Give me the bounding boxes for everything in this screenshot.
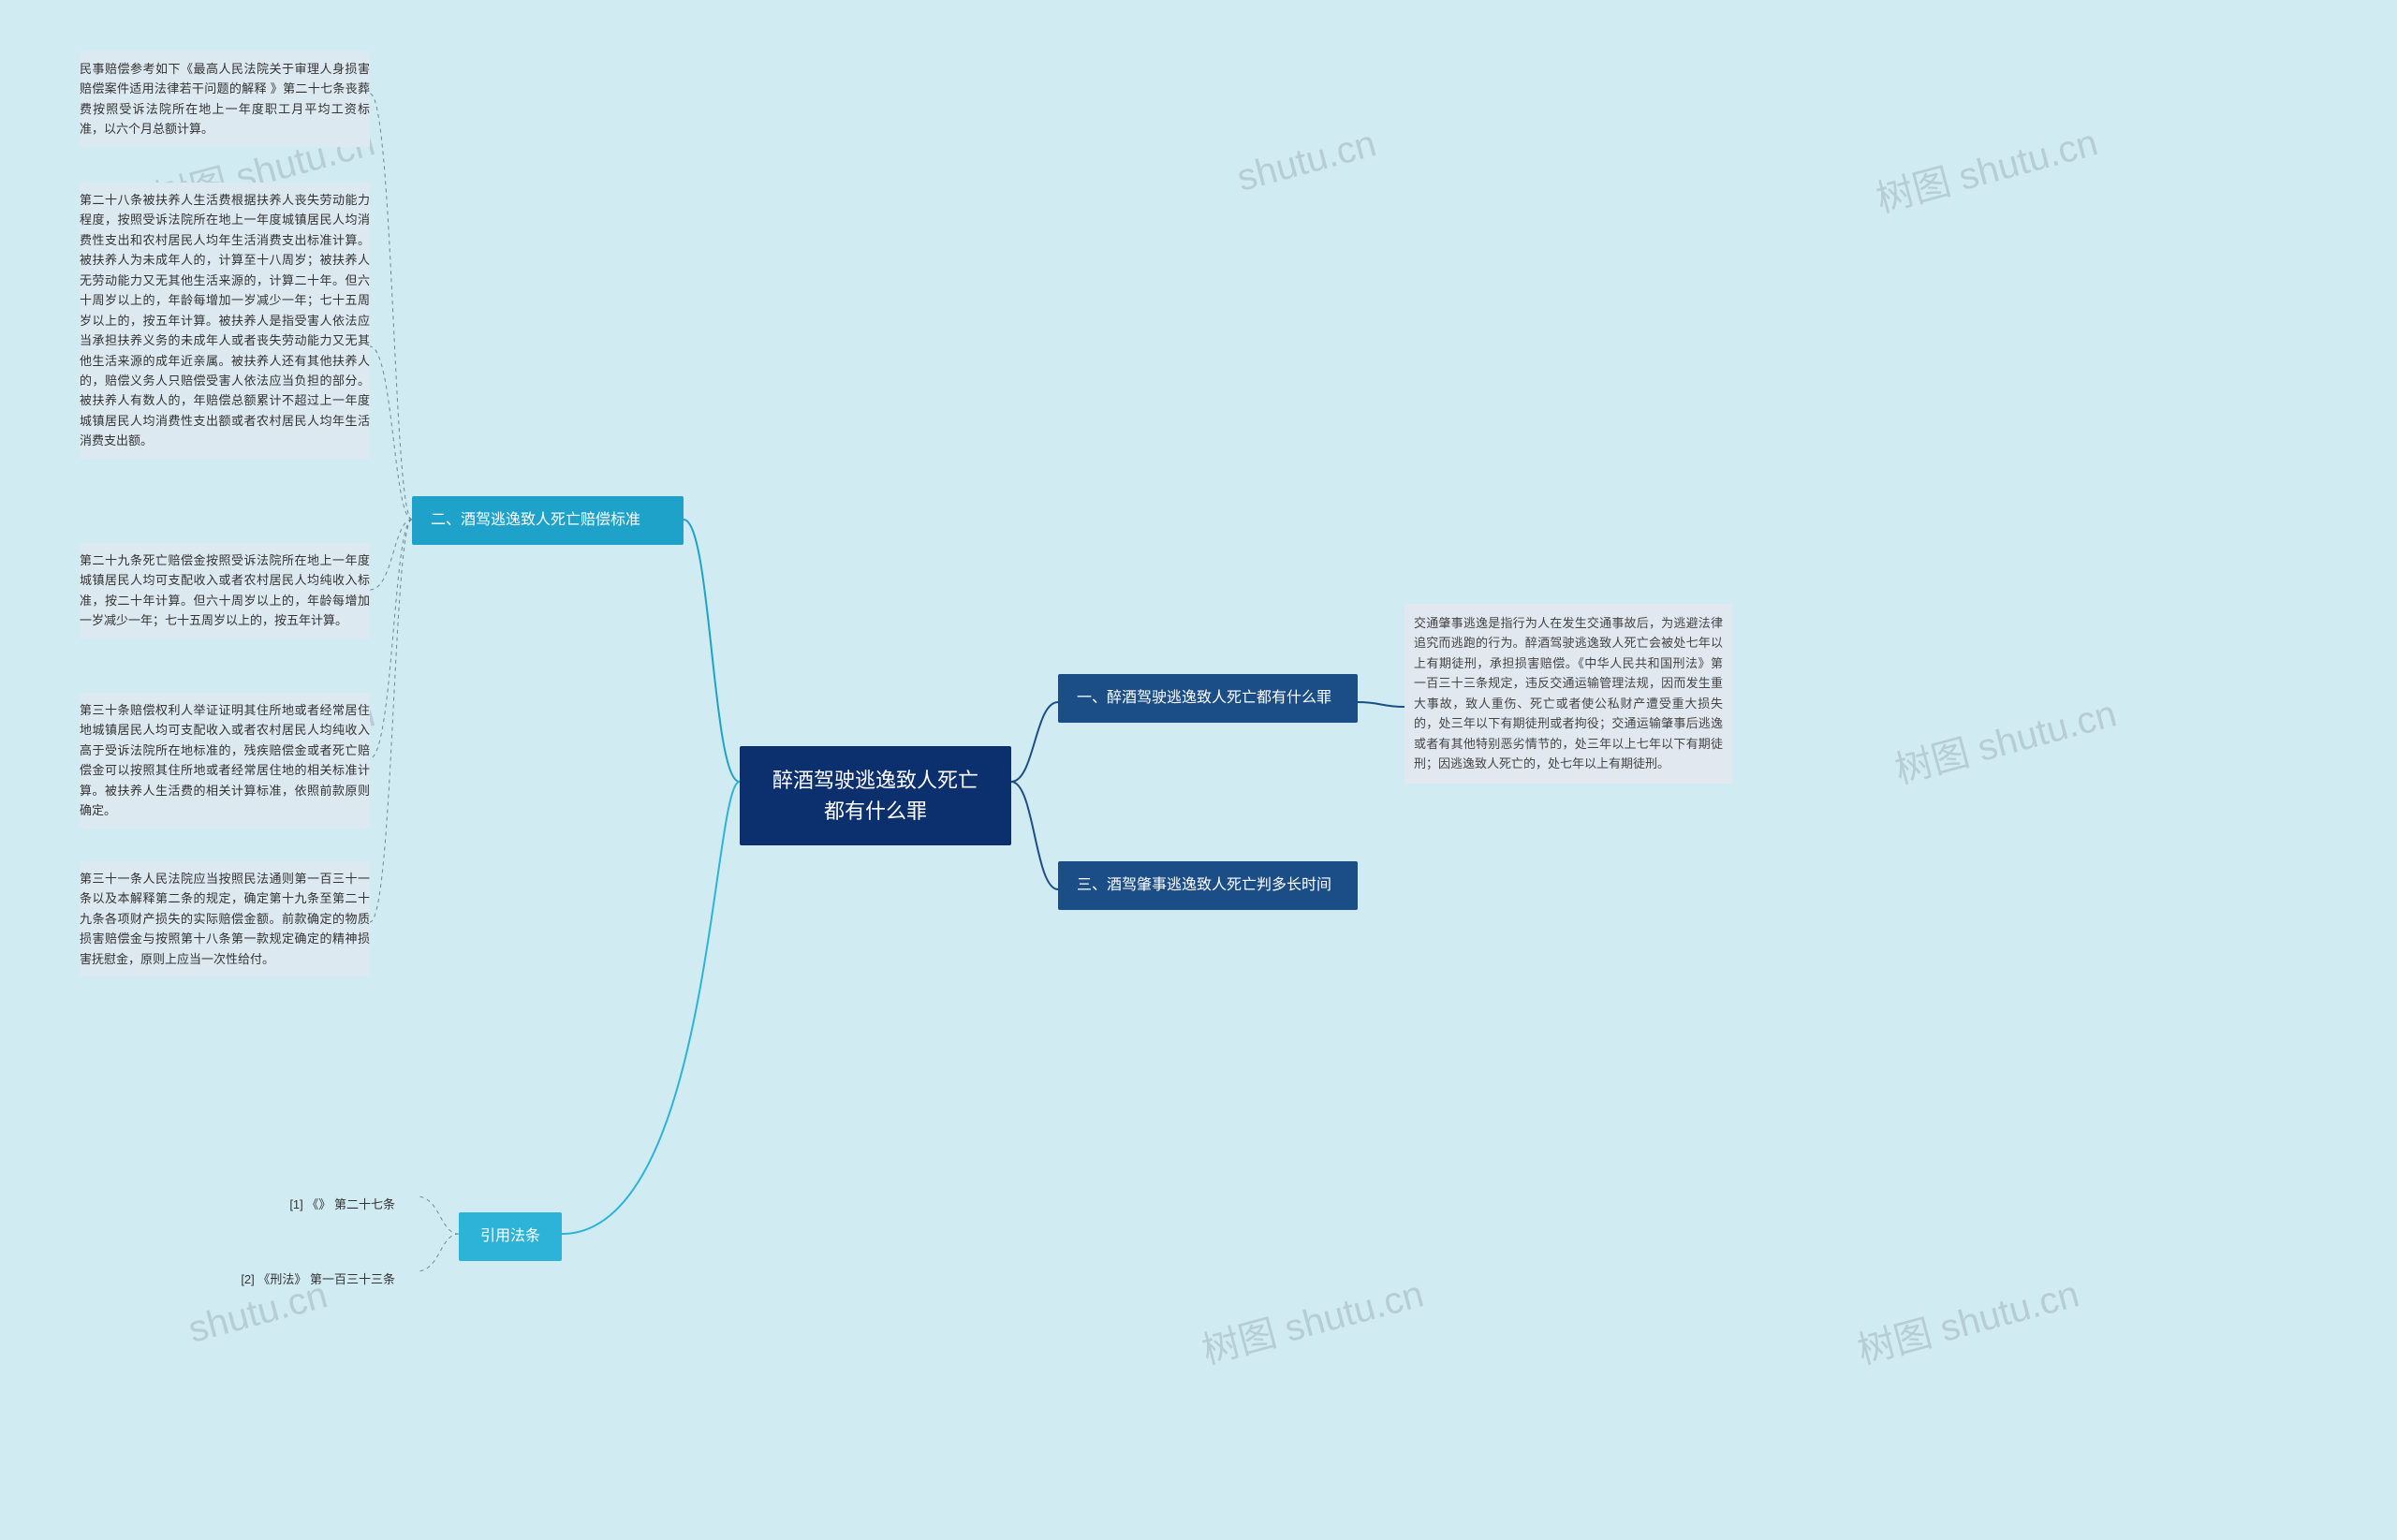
watermark: shutu.cn (1233, 123, 1381, 200)
leaf-crime-description: 交通肇事逃逸是指行为人在发生交通事故后，为逃避法律追究而逃跑的行为。醉酒驾驶逃逸… (1404, 604, 1732, 784)
ref-article-133: [2] 《刑法》 第一百三十三条 (215, 1259, 412, 1300)
watermark: 树图 shutu.cn (1870, 112, 2103, 224)
watermark: 树图 shutu.cn (1889, 683, 2122, 795)
leaf-compensation-29: 第二十九条死亡赔偿金按照受诉法院所在地上一年度城镇居民人均可支配收入或者农村居民… (80, 543, 370, 638)
leaf-compensation-27: 民事赔偿参考如下《最高人民法院关于审理人身损害赔偿案件适用法律若干问题的解释 》… (80, 51, 370, 147)
leaf-compensation-28: 第二十八条被扶养人生活费根据扶养人丧失劳动能力程度，按照受诉法院所在地上一年度城… (80, 183, 370, 459)
branch-compensation-standard: 二、酒驾逃逸致人死亡赔偿标准 (412, 496, 684, 545)
ref-article-27: [1] 《》 第二十七条 (262, 1184, 412, 1225)
leaf-compensation-30: 第三十条赔偿权利人举证证明其住所地或者经常居住地城镇居民人均可支配收入或者农村居… (80, 693, 370, 829)
branch-sentence-duration: 三、酒驾肇事逃逸致人死亡判多长时间 (1058, 861, 1358, 910)
watermark: 树图 shutu.cn (1196, 1264, 1429, 1375)
center-topic: 醉酒驾驶逃逸致人死亡都有什么罪 (740, 746, 1011, 845)
branch-cited-laws: 引用法条 (459, 1212, 562, 1261)
watermark: 树图 shutu.cn (1851, 1264, 2084, 1375)
leaf-compensation-31: 第三十一条人民法院应当按照民法通则第一百三十一条以及本解释第二条的规定，确定第十… (80, 861, 370, 976)
branch-crime-type: 一、醉酒驾驶逃逸致人死亡都有什么罪 (1058, 674, 1358, 723)
